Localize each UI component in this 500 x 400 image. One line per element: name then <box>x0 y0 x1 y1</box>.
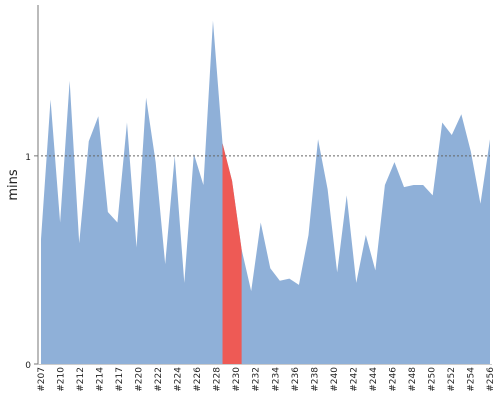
x-tick-label: #220 <box>135 367 145 392</box>
highlight-area <box>222 143 242 364</box>
x-tick-label: #234 <box>271 367 281 392</box>
x-tick-label: #214 <box>96 367 106 392</box>
x-tick-label: #238 <box>310 367 320 392</box>
x-tick-label: #207 <box>37 367 47 392</box>
x-tick-label: #244 <box>369 367 379 392</box>
x-tick-label: #250 <box>427 367 437 392</box>
x-tick-label: #226 <box>193 367 203 392</box>
x-tick-label: #242 <box>349 367 359 392</box>
x-tick-label: #256 <box>486 367 496 392</box>
y-tick-label: 0 <box>25 361 31 371</box>
x-tick-label: #212 <box>76 367 86 392</box>
series-area <box>41 20 490 364</box>
y-axis-label: mins <box>6 169 21 201</box>
x-tick-label: #248 <box>408 367 418 392</box>
x-tick-label: #224 <box>174 367 184 392</box>
y-tick-label: 1 <box>25 153 31 163</box>
x-tick-label: #236 <box>291 367 301 392</box>
x-tick-label: #252 <box>447 367 457 392</box>
x-tick-label: #222 <box>154 367 164 392</box>
x-tick-label: #230 <box>232 367 242 392</box>
x-tick-label: #217 <box>115 367 125 392</box>
x-tick-label: #246 <box>388 367 398 392</box>
x-tick-label: #228 <box>213 367 223 392</box>
x-tick-label: #232 <box>252 367 262 392</box>
x-tick-label: #254 <box>467 367 477 392</box>
plot-area <box>41 20 490 364</box>
x-tick-label: #210 <box>57 367 67 392</box>
x-tick-labels: #207 #210 #212 #214 #217 #220 #222 #224 #226 #228… <box>37 367 496 392</box>
x-tick-label: #240 <box>330 367 340 392</box>
y-tick-labels: 01 <box>25 153 38 371</box>
